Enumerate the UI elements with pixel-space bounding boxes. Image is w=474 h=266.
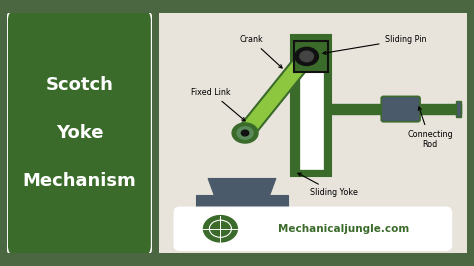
Bar xyxy=(330,104,461,114)
FancyBboxPatch shape xyxy=(174,207,451,250)
FancyBboxPatch shape xyxy=(7,11,152,255)
Circle shape xyxy=(232,123,258,143)
Circle shape xyxy=(295,47,319,65)
Text: Sliding Yoke: Sliding Yoke xyxy=(298,173,358,197)
Polygon shape xyxy=(291,35,331,176)
Polygon shape xyxy=(237,53,315,137)
Text: Fixed Link: Fixed Link xyxy=(191,88,245,121)
Circle shape xyxy=(237,127,253,139)
Bar xyxy=(456,101,461,117)
Polygon shape xyxy=(300,42,323,169)
Text: Crank: Crank xyxy=(239,35,282,68)
Text: Mechanism: Mechanism xyxy=(23,172,136,190)
Polygon shape xyxy=(208,178,276,195)
Text: Mechanicaljungle.com: Mechanicaljungle.com xyxy=(278,224,409,234)
Circle shape xyxy=(300,51,313,62)
Text: Sliding Pin: Sliding Pin xyxy=(323,35,426,54)
FancyBboxPatch shape xyxy=(155,11,470,255)
Text: Connecting
Rod: Connecting Rod xyxy=(407,107,453,149)
Circle shape xyxy=(241,130,249,136)
FancyBboxPatch shape xyxy=(381,96,420,122)
Text: Yoke: Yoke xyxy=(55,124,103,142)
Circle shape xyxy=(203,215,237,242)
Text: Scotch: Scotch xyxy=(46,76,113,94)
Polygon shape xyxy=(294,41,328,72)
Polygon shape xyxy=(196,195,288,214)
